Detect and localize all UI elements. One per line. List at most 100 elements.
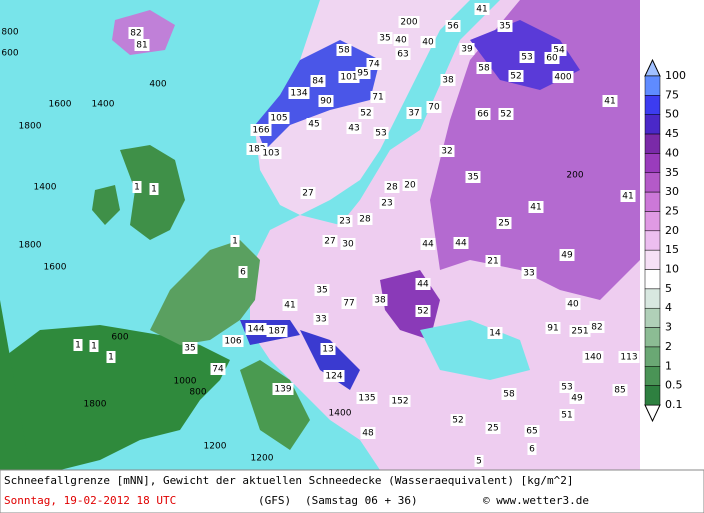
snow-label: 13 bbox=[322, 345, 333, 355]
snow-label: 52 bbox=[452, 416, 463, 426]
snow-label: 1 bbox=[134, 183, 140, 193]
contour-label: 1400 bbox=[329, 409, 352, 419]
snow-label: 187 bbox=[268, 327, 285, 337]
snow-label: 14 bbox=[489, 329, 501, 339]
snow-label: 84 bbox=[312, 77, 324, 87]
legend-swatch bbox=[644, 288, 661, 309]
legend-swatch bbox=[644, 307, 661, 328]
snow-label: 400 bbox=[554, 73, 571, 83]
snow-label: 20 bbox=[404, 181, 416, 191]
snow-label-box bbox=[288, 87, 310, 99]
snow-label-box bbox=[336, 44, 352, 56]
legend-swatch bbox=[644, 385, 661, 406]
snow-label: 1 bbox=[108, 353, 114, 363]
snow-label: 1 bbox=[91, 342, 97, 352]
snow-label: 37 bbox=[408, 109, 419, 119]
legend-swatch bbox=[644, 191, 661, 212]
legend-label: 45 bbox=[665, 127, 679, 140]
legend-label: 0.5 bbox=[665, 379, 683, 392]
snow-label-box bbox=[389, 395, 411, 407]
legend-label: 25 bbox=[665, 204, 679, 217]
legend-swatch bbox=[644, 249, 661, 270]
legend-swatch bbox=[644, 211, 661, 232]
snow-label: 49 bbox=[571, 394, 583, 404]
contour-label: 800 bbox=[189, 388, 206, 398]
snow-label-box bbox=[415, 305, 431, 317]
snow-label-box bbox=[459, 43, 475, 55]
snow-label: 28 bbox=[359, 215, 371, 225]
snow-label-box bbox=[268, 112, 290, 124]
snow-label-box bbox=[612, 384, 628, 396]
contour-label: 1600 bbox=[44, 263, 67, 273]
snow-label-box bbox=[337, 215, 353, 227]
caption-site: © www.wetter3.de bbox=[483, 494, 589, 507]
legend: 100 75 50 45 40 35 30 25 20 15 10 5 4 3 2 1 0.5 0.1 bbox=[644, 58, 686, 423]
snow-label: 23 bbox=[381, 199, 392, 209]
snow-label-box bbox=[341, 297, 357, 309]
snow-label: 74 bbox=[212, 365, 224, 375]
contour-label: 1200 bbox=[251, 454, 274, 464]
snow-label: 41 bbox=[622, 192, 633, 202]
snow-label-box bbox=[134, 39, 150, 51]
snow-label-box bbox=[379, 197, 395, 209]
snow-label-box bbox=[524, 425, 540, 437]
snow-label: 53 bbox=[521, 53, 532, 63]
snow-label: 60 bbox=[546, 54, 558, 64]
snow-label: 27 bbox=[324, 237, 335, 247]
legend-swatch bbox=[644, 230, 661, 251]
snow-label: 5 bbox=[476, 457, 482, 467]
snow-label: 41 bbox=[284, 301, 295, 311]
legend-swatch bbox=[644, 114, 661, 135]
contour-label: 1800 bbox=[19, 122, 42, 132]
snow-label: 27 bbox=[302, 189, 313, 199]
snow-label: 35 bbox=[379, 34, 390, 44]
snow-label: 38 bbox=[374, 296, 386, 306]
snow-label: 70 bbox=[428, 103, 440, 113]
snow-label-box bbox=[476, 62, 492, 74]
snow-label-box bbox=[445, 20, 461, 32]
snow-label-box bbox=[182, 342, 198, 354]
snow-label: 113 bbox=[620, 353, 637, 363]
snow-label: 82 bbox=[591, 323, 602, 333]
snow-label-box bbox=[439, 145, 455, 157]
legend-swatch bbox=[644, 327, 661, 348]
contour-label: 1600 bbox=[49, 100, 72, 110]
snow-label-box bbox=[238, 266, 248, 278]
contour-label: 1000 bbox=[174, 377, 197, 387]
legend-swatch bbox=[644, 153, 661, 174]
snow-label-box bbox=[306, 118, 322, 130]
snow-label: 45 bbox=[308, 120, 319, 130]
snow-label: 39 bbox=[461, 45, 473, 55]
snow-label-box bbox=[340, 238, 356, 250]
snow-label-box bbox=[222, 335, 244, 347]
snow-label-box bbox=[496, 217, 512, 229]
snow-label-box bbox=[420, 238, 436, 250]
snow-label-box bbox=[420, 36, 436, 48]
snow-label: 44 bbox=[455, 239, 467, 249]
legend-label: 0.1 bbox=[665, 398, 683, 411]
snow-label: 63 bbox=[397, 50, 408, 60]
snow-label: 139 bbox=[274, 385, 291, 395]
snow-label: 41 bbox=[530, 203, 541, 213]
legend-label: 100 bbox=[665, 69, 686, 82]
snow-label-box bbox=[358, 107, 374, 119]
snow-label: 74 bbox=[368, 60, 380, 70]
legend-swatch bbox=[644, 133, 661, 154]
legend-label: 50 bbox=[665, 108, 679, 121]
snow-label: 30 bbox=[342, 240, 354, 250]
snow-label: 124 bbox=[325, 372, 342, 382]
snow-label: 35 bbox=[184, 344, 195, 354]
snow-label-box bbox=[128, 27, 144, 39]
snow-label-box bbox=[406, 107, 422, 119]
legend-swatch bbox=[644, 172, 661, 193]
land-italy bbox=[240, 360, 310, 450]
snow-label-box bbox=[360, 427, 376, 439]
snow-label-box bbox=[250, 124, 272, 136]
legend-label: 3 bbox=[665, 321, 672, 334]
snow-label-box bbox=[565, 298, 581, 310]
snow-label: 134 bbox=[290, 89, 307, 99]
snow-label-box bbox=[314, 284, 330, 296]
snow-label: 85 bbox=[614, 386, 625, 396]
caption-run: (Samstag 06 + 36) bbox=[305, 494, 418, 507]
